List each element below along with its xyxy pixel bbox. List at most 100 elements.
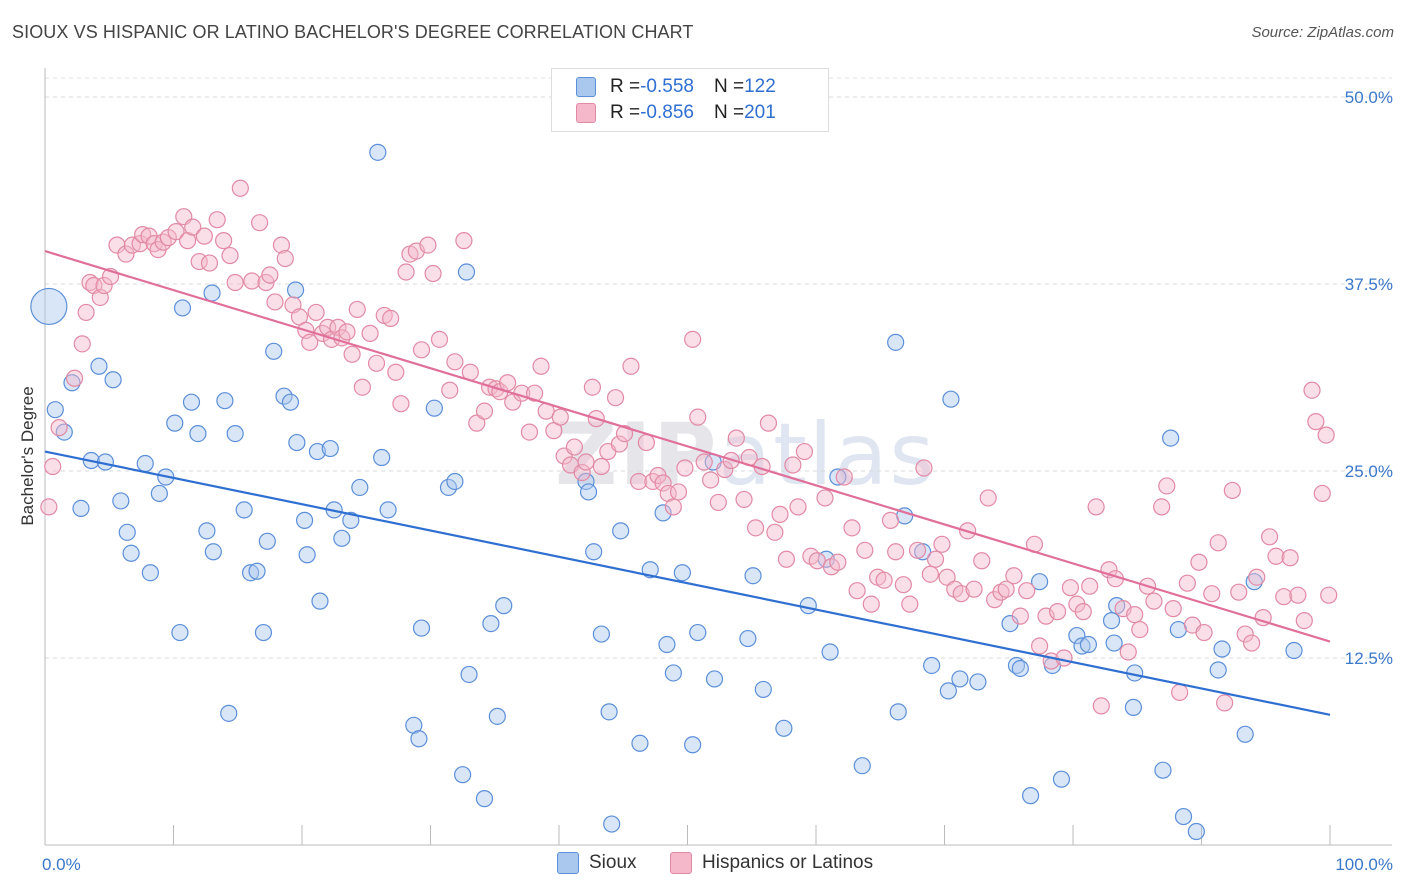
sioux-point xyxy=(600,703,618,721)
hispanic-point xyxy=(551,408,569,426)
hispanic-point xyxy=(1074,603,1092,621)
sioux-point xyxy=(853,757,871,775)
hispanic-point xyxy=(387,363,405,381)
legend-r-label: R = xyxy=(610,102,641,123)
sioux-point xyxy=(1079,635,1098,654)
sioux-point xyxy=(475,790,494,808)
legend-swatch-sioux xyxy=(576,77,596,97)
hispanic-point xyxy=(382,309,400,328)
hispanic-point xyxy=(226,273,244,292)
hispanic-point xyxy=(184,218,202,236)
legend-item-hispanic[interactable]: Hispanics or Latinos xyxy=(670,852,873,874)
legend-row-sioux: R = -0.558 N = 122 xyxy=(576,75,776,99)
hispanic-point xyxy=(789,498,807,516)
hispanic-point xyxy=(1061,579,1080,597)
series-sioux xyxy=(30,143,1303,841)
hispanic-point xyxy=(1119,643,1137,661)
hispanic-point xyxy=(117,245,135,263)
sioux-point xyxy=(198,522,216,540)
sioux-point xyxy=(46,401,64,419)
hispanic-point xyxy=(881,511,900,529)
hispanic-point xyxy=(243,272,261,290)
sioux-point xyxy=(673,564,691,582)
sioux-point xyxy=(1285,641,1303,660)
sioux-point xyxy=(203,284,221,302)
hispanic-point xyxy=(44,457,62,476)
hispanic-point xyxy=(338,323,356,341)
legend-label-hispanic: Hispanics or Latinos xyxy=(702,852,874,873)
sioux-point xyxy=(275,387,293,405)
hispanic-point xyxy=(952,585,970,603)
sioux-point xyxy=(112,492,130,510)
hispanic-point xyxy=(1092,697,1110,715)
legend-r-value: -0.558 xyxy=(640,76,694,97)
y-tick-label: 25.0% xyxy=(1345,462,1393,481)
legend-row-hispanic: R = -0.856 N = 201 xyxy=(576,101,776,125)
sioux-point xyxy=(654,504,672,522)
hispanic-point xyxy=(664,498,682,516)
hispanic-point xyxy=(829,553,847,571)
sioux-point xyxy=(248,562,266,580)
sioux-point xyxy=(373,448,391,467)
hispanic-point xyxy=(221,246,239,265)
sioux-point xyxy=(288,433,306,452)
sioux-point xyxy=(631,734,649,752)
hispanic-point xyxy=(709,493,727,512)
hispanic-point xyxy=(424,264,442,283)
sioux-point xyxy=(242,564,260,582)
hispanic-point xyxy=(766,523,784,541)
hispanic-point xyxy=(669,483,688,501)
hispanic-point xyxy=(276,249,294,268)
hispanic-point xyxy=(894,576,912,594)
sioux-point xyxy=(308,442,327,461)
sioux-point xyxy=(118,523,136,541)
sioux-point xyxy=(258,532,276,550)
sioux-point xyxy=(942,390,960,408)
hispanic-point xyxy=(583,378,602,396)
hispanic-point xyxy=(266,293,284,311)
y-tick-label: 12.5% xyxy=(1345,649,1393,668)
sioux-point xyxy=(425,399,443,417)
correlation-legend: R = -0.558 N = 122 R = -0.856 N = 201 xyxy=(551,68,829,132)
sioux-point xyxy=(379,501,397,519)
sioux-point xyxy=(684,736,702,754)
hispanic-point xyxy=(167,223,185,241)
legend-item-sioux[interactable]: Sioux xyxy=(557,852,637,874)
sioux-point xyxy=(689,623,707,642)
hispanic-point xyxy=(759,414,778,432)
sioux-point xyxy=(122,544,140,562)
x-tick-label: 100.0% xyxy=(1335,855,1393,874)
hispanic-point xyxy=(1055,649,1073,667)
hispanic-point xyxy=(727,429,745,447)
hispanic-point xyxy=(208,211,226,229)
sioux-point xyxy=(173,299,192,317)
hispanic-point xyxy=(1190,553,1208,571)
sioux-point xyxy=(821,643,839,661)
sioux-point xyxy=(585,543,603,561)
hispanic-point xyxy=(592,457,611,476)
sioux-point xyxy=(754,680,772,699)
sioux-point xyxy=(1011,659,1029,678)
sioux-point xyxy=(460,665,478,684)
sioux-point xyxy=(664,664,682,682)
hispanic-point xyxy=(1223,481,1241,500)
hispanic-point xyxy=(532,357,550,375)
hispanic-point xyxy=(73,335,91,353)
sioux-point xyxy=(799,597,817,615)
sioux-point xyxy=(923,656,941,675)
hispanic-point xyxy=(392,395,410,413)
sioux-point xyxy=(1154,761,1172,779)
hispanic-point xyxy=(1158,477,1176,495)
sioux-point xyxy=(1245,573,1263,591)
hispanic-point xyxy=(1289,586,1307,604)
sioux-point xyxy=(439,478,458,497)
legend-n-value: 201 xyxy=(744,102,776,123)
hispanic-point xyxy=(353,378,371,396)
hispanic-point xyxy=(577,453,595,471)
hispanic-point xyxy=(747,519,765,537)
hispanic-point xyxy=(702,471,720,489)
sioux-point xyxy=(1052,770,1071,788)
hispanic-point xyxy=(525,384,544,402)
sioux-point xyxy=(333,529,351,547)
